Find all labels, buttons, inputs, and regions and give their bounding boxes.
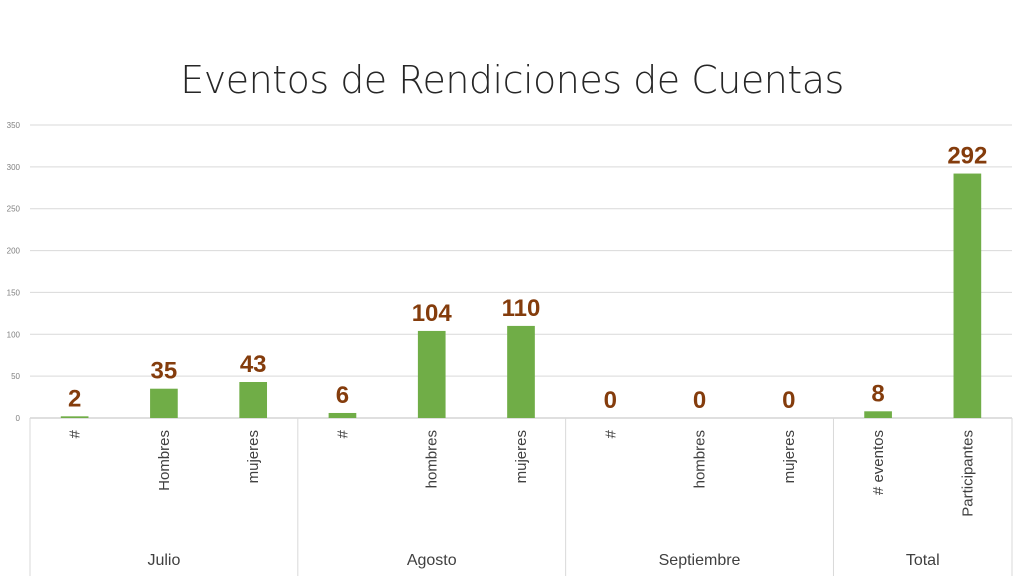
data-label: 292 — [947, 143, 987, 170]
bar — [60, 416, 89, 418]
y-tick-label: 200 — [7, 247, 21, 256]
data-label: 0 — [604, 387, 617, 414]
bar — [239, 382, 268, 418]
category-label: # — [334, 429, 351, 438]
bar — [328, 412, 357, 418]
data-label: 2 — [68, 385, 81, 412]
bar — [953, 173, 982, 418]
category-label: mujeres — [513, 430, 530, 483]
bar — [864, 411, 892, 418]
data-label: 104 — [412, 300, 453, 327]
group-label: Agosto — [407, 552, 457, 569]
group-label: Septiembre — [659, 552, 741, 569]
bar — [150, 388, 178, 418]
category-label: hombres — [692, 430, 709, 488]
chart-title: Eventos de Rendiciones de Cuentas — [180, 58, 844, 102]
data-label: 0 — [782, 387, 795, 414]
bar — [417, 330, 446, 418]
category-label: Participantes — [959, 430, 976, 517]
data-label: 43 — [240, 351, 267, 378]
y-tick-label: 300 — [7, 163, 21, 172]
group-label: Julio — [147, 552, 180, 569]
y-tick-label: 250 — [7, 205, 21, 214]
data-label: 8 — [871, 380, 884, 407]
bar — [507, 325, 535, 418]
data-label: 110 — [502, 295, 541, 322]
category-label: mujeres — [245, 430, 262, 483]
category-label: # — [67, 429, 84, 438]
data-label: 0 — [693, 387, 706, 414]
category-label: Hombres — [156, 430, 173, 491]
category-label: # — [602, 429, 619, 438]
y-tick-label: 100 — [7, 330, 21, 339]
category-label: hombres — [424, 430, 441, 488]
group-label: Total — [906, 552, 940, 569]
category-label: mujeres — [781, 430, 798, 483]
data-label: 35 — [151, 358, 178, 385]
category-label: # eventos — [870, 430, 887, 495]
y-tick-label: 0 — [16, 414, 21, 423]
data-label: 6 — [336, 382, 349, 409]
y-tick-label: 50 — [11, 372, 20, 381]
y-tick-label: 350 — [7, 121, 21, 130]
y-tick-label: 150 — [7, 288, 21, 297]
